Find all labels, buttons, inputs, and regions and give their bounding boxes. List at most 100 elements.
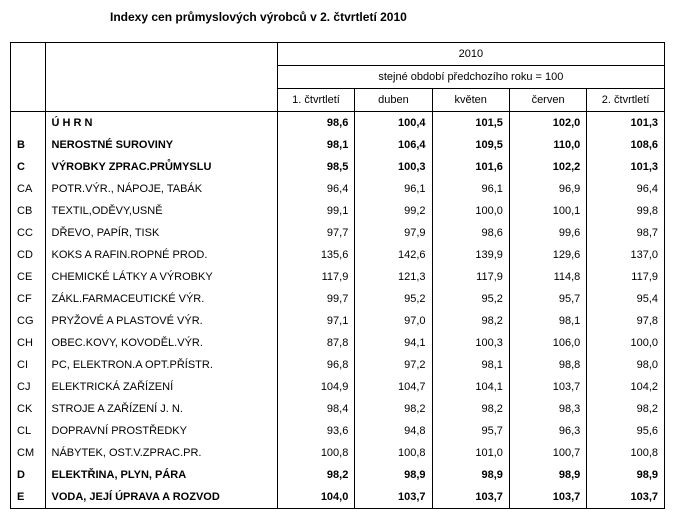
header-subtitle: stejné období předchozího roku = 100 xyxy=(277,66,664,89)
row-code: D xyxy=(11,464,46,486)
row-value: 98,5 xyxy=(277,156,355,178)
header-col-1: duben xyxy=(355,89,432,112)
row-value: 98,6 xyxy=(432,222,509,244)
row-value: 95,2 xyxy=(355,288,432,310)
row-value: 106,4 xyxy=(355,134,432,156)
table-row: CDKOKS A RAFIN.ROPNÉ PROD.135,6142,6139,… xyxy=(11,244,665,266)
row-value: 98,1 xyxy=(432,354,509,376)
row-label: VÝROBKY ZPRAC.PRŮMYSLU xyxy=(45,156,277,178)
row-value: 93,6 xyxy=(277,420,355,442)
table-row: CBTEXTIL,ODĚVY,USNĚ99,199,2100,0100,199,… xyxy=(11,200,665,222)
row-value: 95,4 xyxy=(587,288,665,310)
row-value: 142,6 xyxy=(355,244,432,266)
row-value: 98,0 xyxy=(587,354,665,376)
header-col-4: 2. čtvrtletí xyxy=(587,89,665,112)
row-value: 103,7 xyxy=(355,486,432,509)
page-title: Indexy cen průmyslových výrobců v 2. čtv… xyxy=(110,10,665,24)
row-label: OBEC.KOVY, KOVODĚL.VÝR. xyxy=(45,332,277,354)
row-value: 117,9 xyxy=(277,266,355,288)
row-value: 98,3 xyxy=(509,398,586,420)
row-code: CH xyxy=(11,332,46,354)
row-value: 101,6 xyxy=(432,156,509,178)
header-label xyxy=(45,43,277,112)
row-value: 102,0 xyxy=(509,112,586,135)
row-code xyxy=(11,112,46,135)
row-value: 135,6 xyxy=(277,244,355,266)
header-col-0: 1. čtvrtletí xyxy=(277,89,355,112)
row-value: 100,8 xyxy=(277,442,355,464)
row-value: 98,4 xyxy=(277,398,355,420)
row-code: CC xyxy=(11,222,46,244)
table-row: CGPRYŽOVÉ A PLASTOVÉ VÝR.97,197,098,298,… xyxy=(11,310,665,332)
row-value: 97,2 xyxy=(355,354,432,376)
row-value: 98,7 xyxy=(587,222,665,244)
row-value: 94,8 xyxy=(355,420,432,442)
table-row: CCDŘEVO, PAPÍR, TISK97,797,998,699,698,7 xyxy=(11,222,665,244)
row-value: 106,0 xyxy=(509,332,586,354)
row-value: 98,9 xyxy=(509,464,586,486)
row-value: 96,8 xyxy=(277,354,355,376)
row-value: 102,2 xyxy=(509,156,586,178)
row-label: VODA, JEJÍ ÚPRAVA A ROZVOD xyxy=(45,486,277,509)
table-row: CFZÁKL.FARMACEUTICKÉ VÝR.99,795,295,295,… xyxy=(11,288,665,310)
table-row: DELEKTŘINA, PLYN, PÁRA98,298,998,998,998… xyxy=(11,464,665,486)
header-col-3: červen xyxy=(509,89,586,112)
table-row: EVODA, JEJÍ ÚPRAVA A ROZVOD104,0103,7103… xyxy=(11,486,665,509)
row-value: 87,8 xyxy=(277,332,355,354)
row-value: 97,1 xyxy=(277,310,355,332)
table-row: BNEROSTNÉ SUROVINY98,1106,4109,5110,0108… xyxy=(11,134,665,156)
row-value: 101,3 xyxy=(587,112,665,135)
row-value: 104,2 xyxy=(587,376,665,398)
row-value: 99,6 xyxy=(509,222,586,244)
row-value: 98,2 xyxy=(355,398,432,420)
row-value: 100,8 xyxy=(355,442,432,464)
row-value: 96,4 xyxy=(587,178,665,200)
row-value: 98,2 xyxy=(587,398,665,420)
table-row: CVÝROBKY ZPRAC.PRŮMYSLU98,5100,3101,6102… xyxy=(11,156,665,178)
row-value: 104,9 xyxy=(277,376,355,398)
row-label: CHEMICKÉ LÁTKY A VÝROBKY xyxy=(45,266,277,288)
row-label: NÁBYTEK, OST.V.ZPRAC.PR. xyxy=(45,442,277,464)
header-col-2: květen xyxy=(432,89,509,112)
price-index-table: 2010 stejné období předchozího roku = 10… xyxy=(10,42,665,509)
row-value: 96,9 xyxy=(509,178,586,200)
row-value: 103,7 xyxy=(432,486,509,509)
header-year: 2010 xyxy=(277,43,664,66)
table-row: CMNÁBYTEK, OST.V.ZPRAC.PR.100,8100,8101,… xyxy=(11,442,665,464)
row-label: ZÁKL.FARMACEUTICKÉ VÝR. xyxy=(45,288,277,310)
row-code: CA xyxy=(11,178,46,200)
table-row: CAPOTR.VÝR., NÁPOJE, TABÁK96,496,196,196… xyxy=(11,178,665,200)
row-value: 103,7 xyxy=(509,376,586,398)
row-value: 114,8 xyxy=(509,266,586,288)
row-value: 95,6 xyxy=(587,420,665,442)
row-label: PC, ELEKTRON.A OPT.PŘÍSTR. xyxy=(45,354,277,376)
row-code: B xyxy=(11,134,46,156)
row-value: 99,1 xyxy=(277,200,355,222)
row-label: PRYŽOVÉ A PLASTOVÉ VÝR. xyxy=(45,310,277,332)
row-value: 98,6 xyxy=(277,112,355,135)
row-value: 103,7 xyxy=(587,486,665,509)
row-value: 117,9 xyxy=(587,266,665,288)
table-row: CJELEKTRICKÁ ZAŘÍZENÍ104,9104,7104,1103,… xyxy=(11,376,665,398)
row-value: 99,7 xyxy=(277,288,355,310)
row-value: 121,3 xyxy=(355,266,432,288)
row-value: 97,7 xyxy=(277,222,355,244)
row-value: 139,9 xyxy=(432,244,509,266)
row-value: 96,3 xyxy=(509,420,586,442)
row-value: 104,1 xyxy=(432,376,509,398)
row-value: 98,8 xyxy=(509,354,586,376)
row-value: 97,9 xyxy=(355,222,432,244)
row-value: 129,6 xyxy=(509,244,586,266)
row-value: 98,1 xyxy=(277,134,355,156)
row-value: 96,1 xyxy=(432,178,509,200)
row-label: TEXTIL,ODĚVY,USNĚ xyxy=(45,200,277,222)
row-label: DŘEVO, PAPÍR, TISK xyxy=(45,222,277,244)
row-code: C xyxy=(11,156,46,178)
row-value: 100,1 xyxy=(509,200,586,222)
row-value: 95,7 xyxy=(509,288,586,310)
row-value: 109,5 xyxy=(432,134,509,156)
row-value: 100,3 xyxy=(432,332,509,354)
row-value: 100,8 xyxy=(587,442,665,464)
row-value: 97,0 xyxy=(355,310,432,332)
row-label: DOPRAVNÍ PROSTŘEDKY xyxy=(45,420,277,442)
